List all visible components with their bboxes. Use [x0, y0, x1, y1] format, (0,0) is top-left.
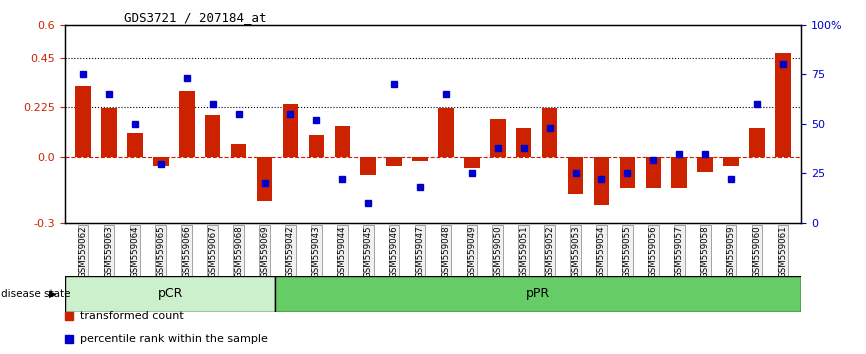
Text: disease state: disease state: [1, 289, 70, 299]
Bar: [256, 157, 272, 201]
Bar: [127, 133, 143, 157]
Bar: [282, 104, 298, 157]
Text: pPR: pPR: [526, 287, 550, 300]
Bar: [334, 126, 350, 157]
Bar: [775, 53, 791, 157]
Text: pCR: pCR: [158, 287, 183, 300]
Text: GDS3721 / 207184_at: GDS3721 / 207184_at: [124, 11, 267, 24]
Bar: [645, 157, 661, 188]
Bar: [594, 157, 610, 205]
Bar: [75, 86, 91, 157]
Bar: [360, 157, 376, 175]
Bar: [490, 120, 506, 157]
Text: ▶: ▶: [48, 289, 56, 299]
Bar: [308, 135, 324, 157]
Bar: [749, 128, 765, 157]
Bar: [568, 157, 584, 194]
Bar: [386, 157, 402, 166]
Bar: [516, 128, 532, 157]
Bar: [275, 276, 801, 312]
Bar: [231, 144, 247, 157]
Bar: [205, 115, 221, 157]
Bar: [697, 157, 713, 172]
Bar: [723, 157, 739, 166]
Bar: [619, 157, 635, 188]
Text: percentile rank within the sample: percentile rank within the sample: [80, 334, 268, 344]
Bar: [438, 108, 454, 157]
Bar: [153, 157, 169, 166]
Bar: [542, 108, 558, 157]
Bar: [65, 276, 275, 312]
Bar: [671, 157, 687, 188]
Bar: [412, 157, 428, 161]
Bar: [101, 108, 117, 157]
Text: transformed count: transformed count: [80, 311, 184, 321]
Bar: [179, 91, 195, 157]
Bar: [464, 157, 480, 168]
